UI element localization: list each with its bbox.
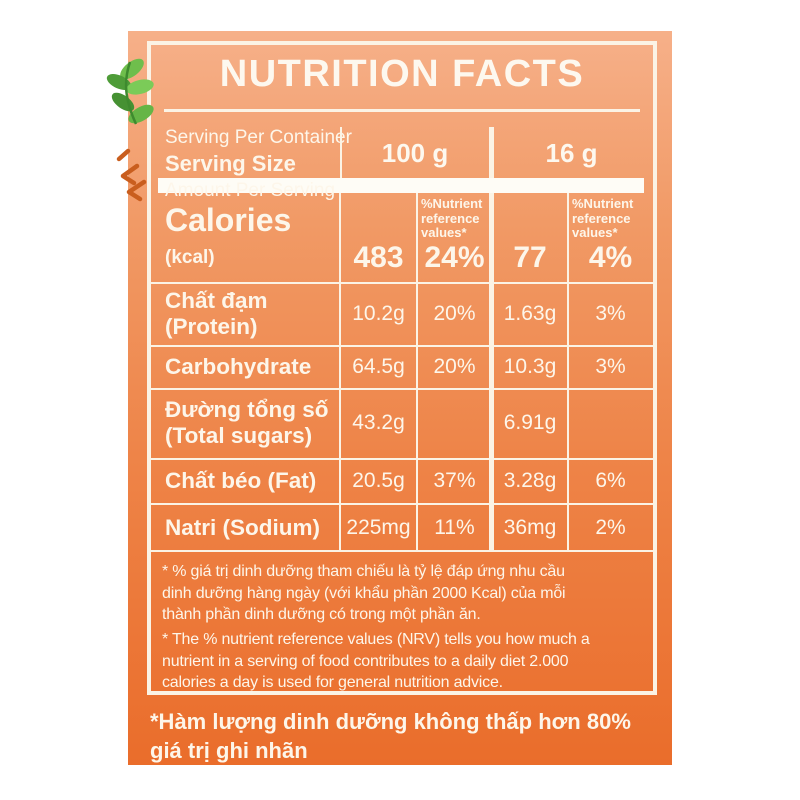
row-divider-4	[151, 458, 653, 460]
sodium-value-100g: 225mg	[346, 515, 411, 539]
fat-nrv-16g: 6%	[595, 468, 626, 492]
protein-nrv-16g: 3%	[595, 301, 626, 325]
row-divider-2	[151, 345, 653, 347]
serving-size-label: Serving Size	[165, 151, 296, 176]
carbohydrate-nrv-16g: 3%	[595, 354, 626, 378]
row-divider-1	[151, 282, 653, 284]
label-canvas: NUTRITION FACTS Serving Per Container Se…	[128, 31, 672, 765]
sodium-value-16g: 36mg	[503, 515, 557, 539]
calories-value-16g: 77	[513, 241, 547, 274]
total-sugars-value-100g: 43.2g	[352, 411, 405, 434]
total-sugars-value-16g: 6.91g	[503, 411, 557, 434]
row-divider-6	[151, 550, 653, 552]
title-divider	[164, 109, 640, 112]
nrv-header-100g: %Nutrient reference values*	[421, 196, 483, 240]
serving-labels: Serving Per Container Serving Size	[165, 127, 352, 177]
serving-size-100g: 100 g	[381, 138, 449, 168]
serving-per-container-label: Serving Per Container	[165, 127, 352, 148]
table-col-divider-2	[416, 193, 418, 552]
bottom-note: *Hàm lượng dinh dưỡng không thấp hơn 80%…	[150, 709, 631, 763]
serving-size-16g: 16 g	[545, 138, 598, 168]
table-col-divider-3	[567, 193, 569, 552]
serving-group-divider	[489, 127, 494, 178]
footnote-vietnamese: * % giá trị dinh dưỡng tham chiếu là tỷ …	[162, 563, 566, 623]
leaf-icon	[106, 58, 154, 125]
serving-col-divider	[340, 127, 342, 178]
sodium-nrv-16g: 2%	[595, 515, 626, 539]
table-grid: Amount Per Serving Calories (kcal) 483 2…	[151, 180, 653, 552]
total-sugars-nrv-16g	[568, 388, 653, 458]
total-sugars-nrv-100g	[417, 388, 492, 458]
calories-word: Calories	[165, 202, 292, 238]
label-title: NUTRITION FACTS	[219, 53, 585, 95]
table-group-divider	[489, 193, 494, 552]
sodium-nrv-100g: 11%	[434, 515, 475, 539]
chevron-doodle-icon	[116, 148, 147, 202]
table-col-divider-1	[339, 193, 341, 552]
footnote-english: * The % nutrient reference values (NRV) …	[162, 631, 590, 691]
row-divider-3	[151, 388, 653, 390]
fat-value-100g: 20.5g	[352, 468, 405, 492]
protein-nrv-100g: 20%	[433, 301, 476, 325]
protein-value-100g: 10.2g	[352, 301, 405, 325]
fat-label: Chất béo (Fat)	[165, 467, 317, 493]
calories-nrv-16g: 4%	[588, 241, 633, 274]
carbohydrate-value-16g: 10.3g	[503, 354, 557, 378]
label-frame: NUTRITION FACTS Serving Per Container Se…	[147, 41, 657, 695]
row-divider-5	[151, 503, 653, 505]
protein-value-16g: 1.63g	[503, 301, 557, 325]
carbohydrate-nrv-100g: 20%	[433, 354, 476, 378]
carbohydrate-label: Carbohydrate	[165, 353, 312, 379]
nutrition-table: Amount Per Serving Calories (kcal) 483 2…	[151, 180, 653, 552]
calories-label: Calories (kcal)	[165, 204, 340, 274]
carbohydrate-value-100g: 64.5g	[352, 354, 405, 378]
fat-value-16g: 3.28g	[503, 468, 557, 492]
fat-nrv-100g: 37%	[433, 468, 476, 492]
total-sugars-label: Đường tổng số (Total sugars)	[165, 397, 329, 448]
kcal-unit: (kcal)	[165, 247, 215, 268]
protein-label: Chất đạm (Protein)	[165, 287, 268, 339]
nrv-header-16g: %Nutrient reference values*	[572, 196, 634, 240]
amount-per-serving-label: Amount Per Serving	[165, 180, 336, 201]
sodium-label: Natri (Sodium)	[165, 514, 320, 540]
serving-row: Serving Per Container Serving Size 100 g…	[151, 125, 653, 178]
calories-value-100g: 483	[353, 241, 404, 274]
calories-label-cell: Amount Per Serving Calories (kcal)	[151, 180, 340, 282]
thick-separator-band	[158, 178, 644, 193]
calories-nrv-100g: 24%	[424, 241, 485, 274]
